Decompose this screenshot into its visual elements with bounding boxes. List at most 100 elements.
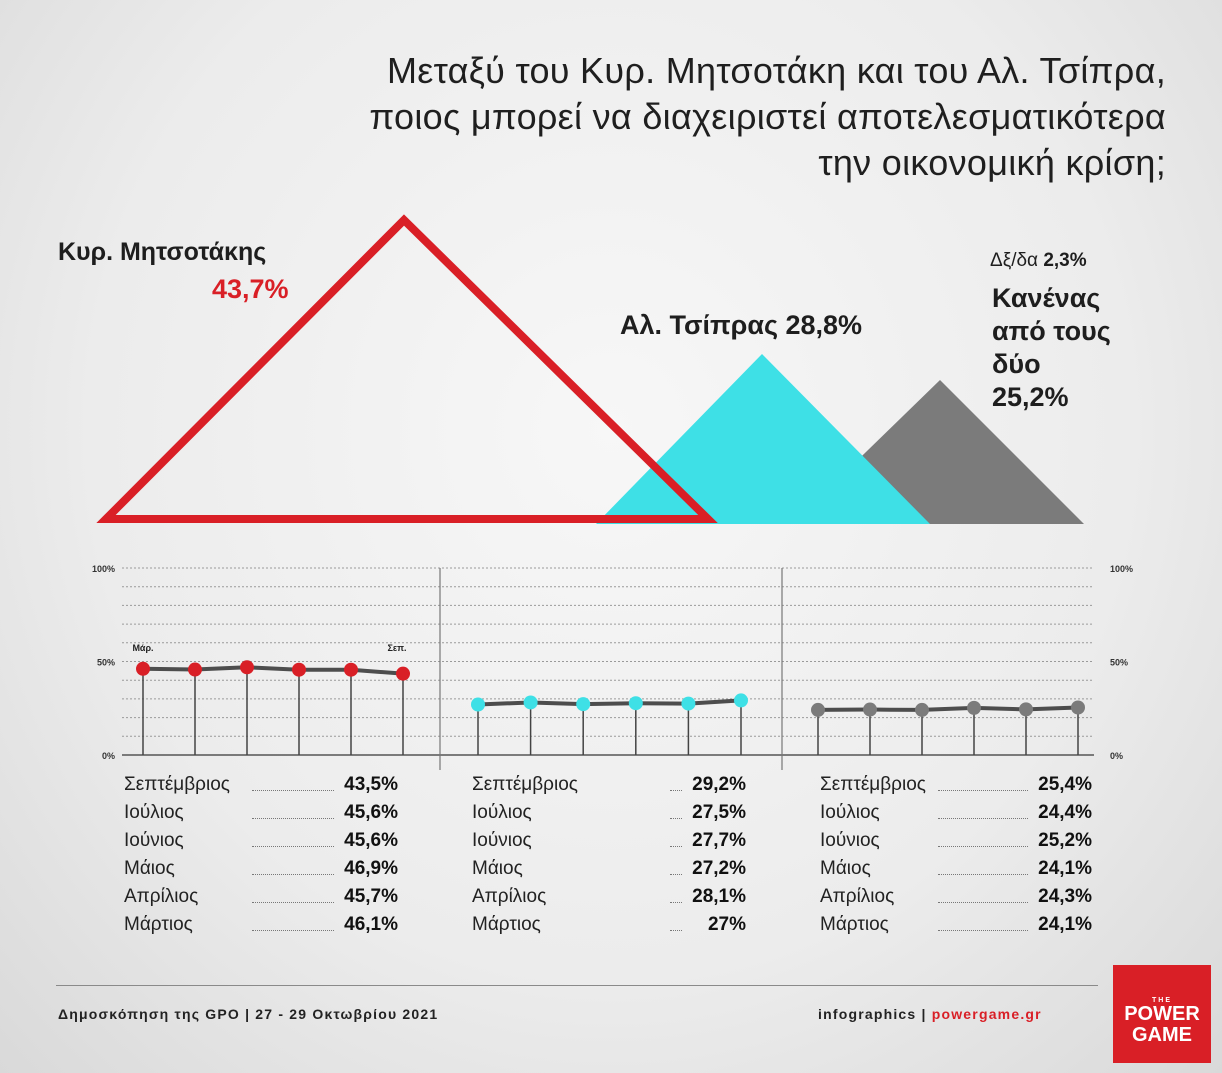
row-leader — [670, 930, 682, 931]
table-row: Μάιος 46,9% — [124, 855, 398, 883]
trend-chart: 100% 100% 50% 50% 0% 0% Μάρ. Σεπ. — [92, 564, 1133, 770]
table-row: Μάρτιος 24,1% — [820, 911, 1092, 939]
row-month: Μάιος — [820, 858, 871, 879]
tsipras-label: Αλ. Τσίπρας 28,8% — [620, 310, 863, 340]
table-row: Απρίλιος 45,7% — [124, 883, 398, 911]
table-row: Ιούλιος 27,5% — [472, 799, 746, 827]
table-row: Σεπτέμβριος 29,2% — [472, 771, 746, 799]
row-month: Ιούνιος — [820, 830, 880, 851]
row-value: 29,2% — [692, 774, 746, 795]
credit: infographics | powergame.gr — [818, 1006, 1042, 1022]
series-line-mitsotakis — [142, 665, 404, 676]
y-tick-label-left: 50% — [97, 658, 115, 668]
y-tick-label-right: 50% — [1110, 658, 1128, 668]
table-row: Απρίλιος 28,1% — [472, 883, 746, 911]
stats-table-tsipras: Σεπτέμβριος 29,2% Ιούλιος 27,5% Ιούνιος 27,7%… — [472, 771, 746, 939]
row-month: Μάιος — [472, 858, 523, 879]
row-month: Μάρτιος — [124, 914, 193, 935]
table-row: Ιούλιος 24,4% — [820, 799, 1092, 827]
row-leader — [938, 930, 1028, 931]
row-leader — [252, 846, 334, 847]
none-line-3: δύο — [992, 349, 1041, 379]
row-value: 24,3% — [1038, 886, 1092, 907]
row-value: 27,2% — [692, 858, 746, 879]
pyramid-tsipras — [596, 354, 930, 524]
pyramid-mitsotakis — [96, 214, 718, 523]
row-leader — [670, 846, 682, 847]
row-leader — [252, 902, 334, 903]
table-row: Μάιος 27,2% — [472, 855, 746, 883]
table-row: Μάιος 24,1% — [820, 855, 1092, 883]
point-none — [1071, 700, 1085, 715]
dk-text: Δξ/δα — [990, 250, 1039, 271]
row-month: Σεπτέμβριος — [820, 774, 926, 795]
point-mitsotakis — [292, 662, 306, 677]
row-value: 24,1% — [1038, 858, 1092, 879]
x-mark-start: Μάρ. — [132, 643, 153, 653]
table-row: Απρίλιος 24,3% — [820, 883, 1092, 911]
point-tsipras — [628, 696, 643, 711]
row-month: Ιούλιος — [472, 802, 532, 823]
table-row: Ιούνιος 27,7% — [472, 827, 746, 855]
row-value: 25,2% — [1038, 830, 1092, 851]
row-leader — [252, 874, 334, 875]
table-row: Σεπτέμβριος 25,4% — [820, 771, 1092, 799]
row-month: Ιούλιος — [124, 802, 184, 823]
point-tsipras — [576, 697, 591, 712]
none-label: Κανένας από τους δύο 25,2% — [992, 282, 1152, 414]
table-row: Μάρτιος 27% — [472, 911, 746, 939]
row-leader — [252, 790, 334, 791]
none-line-2: από τους — [992, 316, 1111, 346]
point-mitsotakis — [188, 662, 202, 677]
row-leader — [938, 790, 1028, 791]
row-value: 46,9% — [344, 858, 398, 879]
point-mitsotakis — [240, 660, 254, 675]
row-month: Απρίλιος — [820, 886, 895, 907]
table-row: Σεπτέμβριος 43,5% — [124, 771, 398, 799]
credit-site[interactable]: powergame.gr — [931, 1006, 1042, 1022]
point-none — [863, 702, 877, 717]
row-month: Απρίλιος — [472, 886, 547, 907]
row-value: 24,4% — [1038, 802, 1092, 823]
point-mitsotakis — [344, 662, 358, 677]
y-tick-label-left: 100% — [92, 564, 115, 574]
point-tsipras — [523, 695, 538, 710]
row-leader — [938, 874, 1028, 875]
dk-pct: 2,3% — [1043, 250, 1087, 271]
y-tick-label-left: 0% — [102, 751, 115, 761]
row-value: 46,1% — [344, 914, 398, 935]
footer-divider — [56, 985, 1098, 986]
point-mitsotakis — [396, 666, 410, 681]
title-line-3: την οικονομική κρίση; — [818, 142, 1166, 183]
y-tick-label-right: 100% — [1110, 564, 1133, 574]
powergame-logo: THE POWER GAME — [1113, 965, 1211, 1063]
row-leader — [252, 818, 334, 819]
point-none — [811, 702, 825, 717]
stats-table-mitsotakis: Σεπτέμβριος 43,5% Ιούλιος 45,6% Ιούνιος 45,6%… — [124, 771, 398, 939]
stats-table-none: Σεπτέμβριος 25,4% Ιούλιος 24,4% Ιούνιος 25,2%… — [820, 771, 1092, 939]
none-line-1: Κανένας — [992, 283, 1101, 313]
logo-small-text: THE — [1152, 997, 1172, 1004]
row-value: 24,1% — [1038, 914, 1092, 935]
row-value: 27% — [707, 914, 746, 935]
source-note: Δημοσκόπηση της GPO | 27 - 29 Οκτωβρίου … — [58, 1006, 439, 1022]
table-row: Ιούλιος 45,6% — [124, 799, 398, 827]
row-value: 45,6% — [344, 830, 398, 851]
row-month: Μάρτιος — [472, 914, 541, 935]
row-value: 25,4% — [1038, 774, 1092, 795]
point-none — [967, 700, 981, 715]
row-value: 28,1% — [692, 886, 746, 907]
mitsotakis-label: Κυρ. Μητσοτάκης — [58, 238, 267, 266]
credit-prefix: infographics | — [818, 1006, 927, 1022]
row-value: 43,5% — [344, 774, 398, 795]
row-month: Μάρτιος — [820, 914, 889, 935]
row-leader — [938, 846, 1028, 847]
table-row: Ιούνιος 25,2% — [820, 827, 1092, 855]
pyramid-chart — [96, 214, 1084, 524]
dk-label: Δξ/δα 2,3% — [990, 250, 1087, 272]
row-leader — [670, 818, 682, 819]
point-tsipras — [681, 696, 696, 711]
row-value: 27,7% — [692, 830, 746, 851]
chart-title: Μεταξύ του Κυρ. Μητσοτάκη και του Αλ. Τσ… — [186, 48, 1166, 186]
y-tick-label-right: 0% — [1110, 751, 1123, 761]
